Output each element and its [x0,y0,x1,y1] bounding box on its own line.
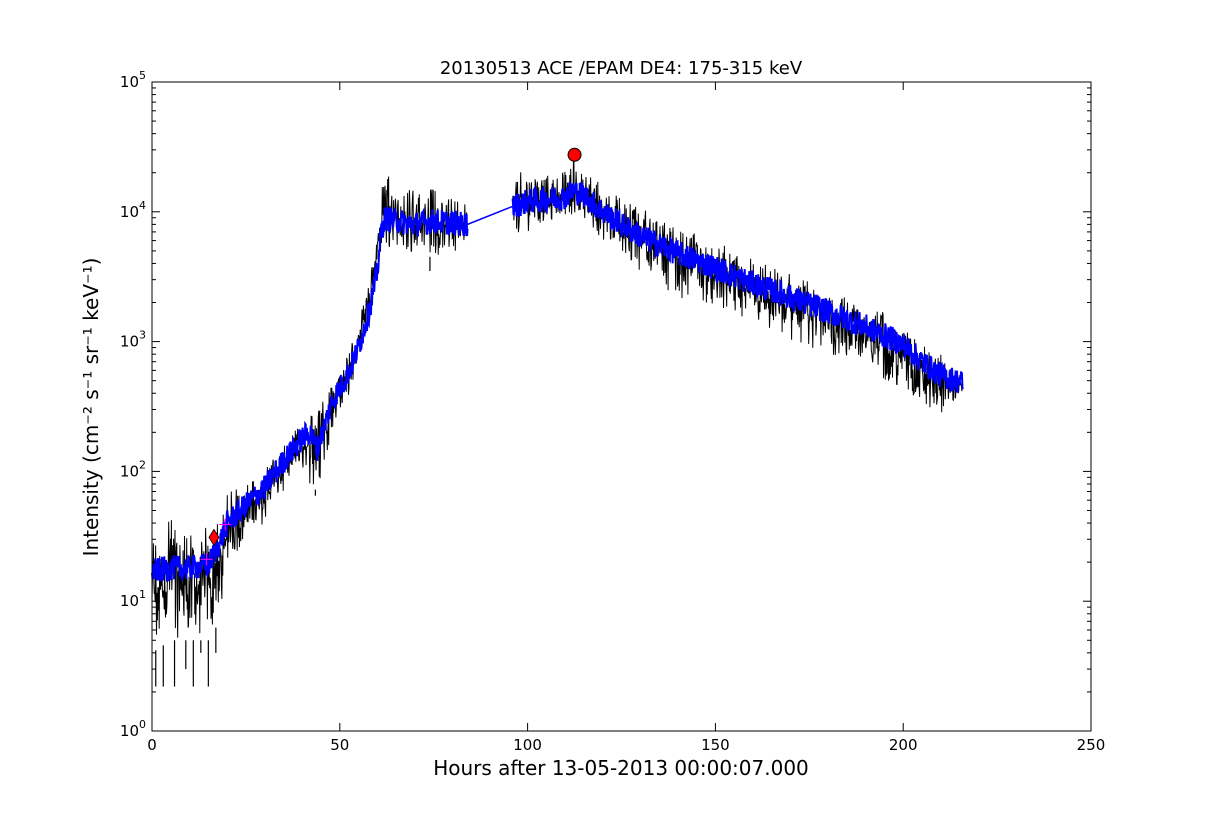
y-tick-label-2: 102 [120,458,146,480]
x-tick-label-1: 50 [330,736,349,754]
marker-circle-0 [567,147,582,162]
marker-plus-3 [200,553,213,566]
chart-title: 20130513 ACE /EPAM DE4: 175-315 keV [440,58,803,79]
axes-layer: 0 50 100 150 200 250 100 101 102 103 104 105 [120,69,1105,754]
x-tick-label-0: 0 [147,736,157,754]
y-tick-label-5: 105 [120,69,146,91]
y-tick-label-4: 104 [120,199,146,221]
marker-diamond-1 [208,528,220,547]
plot-frame [151,81,1092,732]
smoothed-trace-0 [151,206,469,583]
x-tick-label-3: 150 [701,736,730,754]
y-tick-label-0: 100 [120,718,146,740]
y-axis-label: Intensity (cm⁻² s⁻¹ sr⁻¹ keV⁻¹) [79,258,103,557]
x-tick-label-2: 100 [513,736,542,754]
data-layer [151,147,964,687]
smoothed-trace-1 [511,181,964,393]
y-tick-label-3: 103 [120,329,146,351]
marker-plus-2 [219,518,232,531]
x-tick-label-5: 250 [1077,736,1106,754]
y-tick-label-1: 101 [120,588,146,610]
x-tick-label-4: 200 [889,736,918,754]
smoothed-gap-line [467,205,513,226]
raw-data-trace-0 [151,176,468,638]
x-axis-label: Hours after 13-05-2013 00:00:07.000 [433,756,809,780]
